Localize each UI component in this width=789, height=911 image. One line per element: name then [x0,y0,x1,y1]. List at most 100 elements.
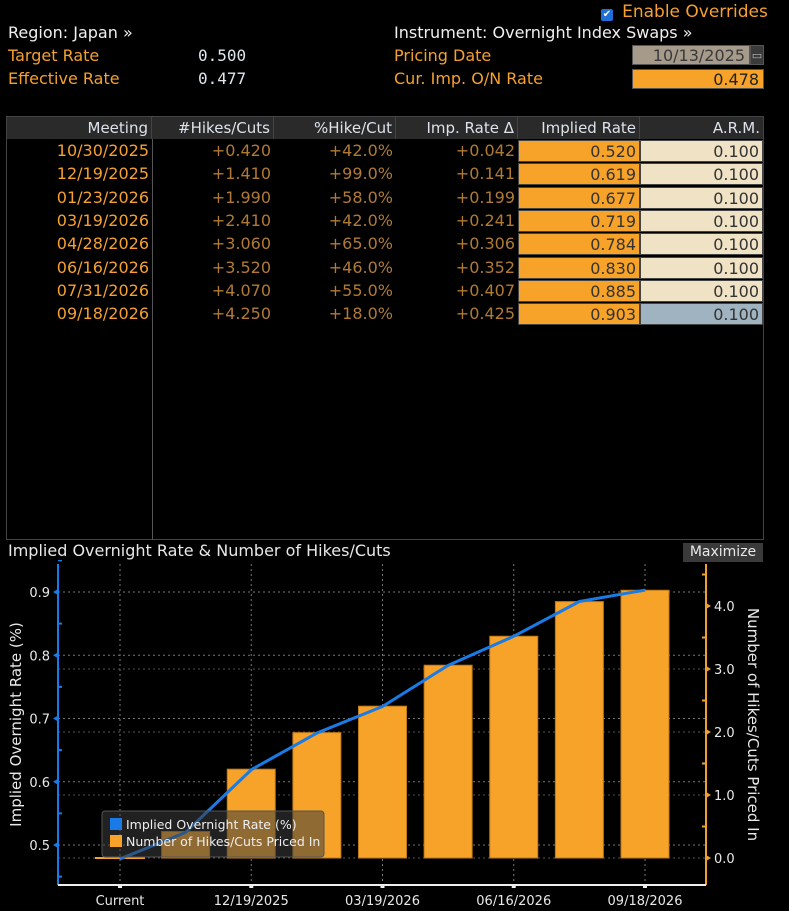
cur-imp-rate-label: Cur. Imp. O/N Rate [394,69,543,88]
x-tick-label: 12/19/2025 [214,894,289,909]
target-rate-value: 0.500 [198,46,247,65]
hikes-cuts-cell: +4.250 [211,304,271,324]
legend-swatch-bar [110,835,122,847]
chart-axes: 0.5 0.6 0.7 0.8 0.9 0.0 1.0 2.0 3.0 4.0 Current 12/… [7,560,762,909]
x-tick [380,884,385,888]
left-tick-label: 0.5 [29,839,50,854]
imp-rate-delta-cell: +0.306 [455,234,515,254]
meetings-table [6,116,764,540]
pct-hike-cut-cell: +46.0% [328,257,393,277]
right-tick [706,792,711,798]
right-tick-label: 3.0 [714,663,735,678]
hikes-cuts-cell: +0.420 [211,141,271,160]
arm-cell[interactable]: 0.100 [640,233,763,256]
left-tick-label: 0.8 [29,649,50,664]
meeting-cell: 12/19/2025 [56,164,149,184]
x-tick-label: Current [96,894,145,909]
left-tick [53,715,58,722]
imp-rate-delta-cell: +0.141 [455,164,515,184]
arm-cell[interactable]: 0.100 [640,209,763,232]
hikes-cuts-cell: +2.410 [211,210,271,230]
implied-rate-cell[interactable]: 0.784 [518,233,640,256]
implied-rate-cell[interactable]: 0.830 [518,256,640,279]
pct-hike-cut-cell: +42.0% [328,210,393,230]
arm-cell[interactable]: 0.100 [640,186,763,209]
col-header-implied-rate[interactable]: Implied Rate [518,117,640,139]
imp-rate-delta-cell: +0.425 [455,304,515,324]
col-header-pct-hike-cut[interactable]: %Hike/Cut [274,117,396,139]
implied-rate-cell[interactable]: 0.677 [518,186,640,209]
bar [620,589,670,859]
rate-hikes-chart: 0.5 0.6 0.7 0.8 0.9 0.0 1.0 2.0 3.0 4.0 Current 12/… [7,560,762,909]
meeting-cell: 07/31/2026 [56,280,149,300]
right-tick [706,729,711,735]
right-tick-label: 2.0 [714,726,735,741]
imp-rate-delta-cell: +0.352 [455,257,515,277]
left-tick [53,778,58,785]
chart-title: Implied Overnight Rate & Number of Hikes… [8,541,391,560]
right-tick-label: 0.0 [714,852,735,867]
hikes-cuts-cell: +3.060 [211,234,271,254]
pct-hike-cut-cell: +65.0% [328,234,393,254]
left-axis-title: Implied Overnight Rate (%) [7,622,25,827]
col-header-arm[interactable]: A.R.M. [712,119,760,137]
legend-box [101,810,325,858]
right-tick [706,603,711,609]
left-tick-label: 0.9 [29,586,50,601]
col-header-imp-rate-delta[interactable]: Imp. Rate Δ [396,117,518,139]
pricing-date-label: Pricing Date [394,46,492,65]
table-row[interactable]: 06/16/2026 +3.520 +46.0% +0.352 0.830 0.100 [7,256,763,280]
calendar-icon[interactable]: ▭ [750,45,764,65]
arm-cell[interactable]: 0.100 [640,163,763,186]
meeting-cell: 10/30/2025 [56,141,149,160]
pricing-date-input[interactable]: 10/13/2025 [632,45,750,65]
effective-rate-value: 0.477 [198,69,247,88]
pct-hike-cut-cell: +55.0% [328,280,393,300]
maximize-button[interactable]: Maximize [683,543,763,562]
meeting-cell: 01/23/2026 [56,187,149,207]
implied-rate-cell[interactable]: 0.719 [518,209,640,232]
table-row[interactable]: 12/19/2025 +1.410 +99.0% +0.141 0.619 0.100 [7,163,763,186]
arm-cell[interactable]: 0.100 [640,140,763,162]
pct-hike-cut-cell: +58.0% [328,187,393,207]
implied-rate-cell[interactable]: 0.903 [518,303,640,326]
bar [358,705,407,859]
table-row[interactable]: 03/19/2026 +2.410 +42.0% +0.241 0.719 0.100 [7,209,763,233]
x-tick-label: 06/16/2026 [476,894,551,909]
meeting-cell: 04/28/2026 [56,234,149,254]
bar [489,635,539,859]
arm-cell[interactable]: 0.100 [640,256,763,279]
implied-rate-cell[interactable]: 0.520 [518,140,640,162]
enable-overrides-toggle[interactable]: ✔ Enable Overrides [601,2,768,22]
table-divider [152,116,153,540]
table-row[interactable]: 01/23/2026 +1.990 +58.0% +0.199 0.677 0.100 [7,186,763,210]
legend-label: Implied Overnight Rate (%) [126,817,297,832]
left-tick [53,652,58,659]
left-tick-label: 0.6 [29,776,50,791]
table-header: Meeting #Hikes/Cuts %Hike/Cut Imp. Rate … [7,117,763,139]
col-header-meeting[interactable]: Meeting [7,117,152,139]
instrument-selector[interactable]: Instrument: Overnight Index Swaps » [394,23,693,42]
region-selector[interactable]: Region: Japan » [8,23,133,42]
col-header-hikes-cuts[interactable]: #Hikes/Cuts [152,117,274,139]
legend-swatch-line [110,818,122,830]
implied-rate-cell[interactable]: 0.885 [518,279,640,302]
table-row[interactable]: 09/18/2026 +4.250 +18.0% +0.425 0.903 0.100 [7,303,763,326]
table-row[interactable]: 07/31/2026 +4.070 +55.0% +0.407 0.885 0.100 [7,279,763,303]
table-row[interactable]: 10/30/2025 +0.420 +42.0% +0.042 0.520 0.100 [7,140,763,163]
imp-rate-delta-cell: +0.199 [455,187,515,207]
bar [423,664,473,859]
hikes-cuts-cell: +1.410 [211,164,271,184]
checkbox-checked-icon[interactable]: ✔ [601,9,613,21]
imp-rate-delta-cell: +0.042 [455,141,515,160]
arm-cell[interactable]: 0.100 [640,279,763,302]
x-tick [249,884,254,888]
table-row[interactable]: 04/28/2026 +3.060 +65.0% +0.306 0.784 0.100 [7,233,763,256]
cur-imp-rate-input[interactable]: 0.478 [632,69,764,89]
x-tick-label: 09/18/2026 [608,894,683,909]
arm-cell[interactable]: 0.100 [640,303,763,326]
x-tick-label: 03/19/2026 [345,894,420,909]
enable-overrides-label: Enable Overrides [622,2,768,22]
right-tick [706,855,711,861]
implied-rate-cell[interactable]: 0.619 [518,163,640,186]
